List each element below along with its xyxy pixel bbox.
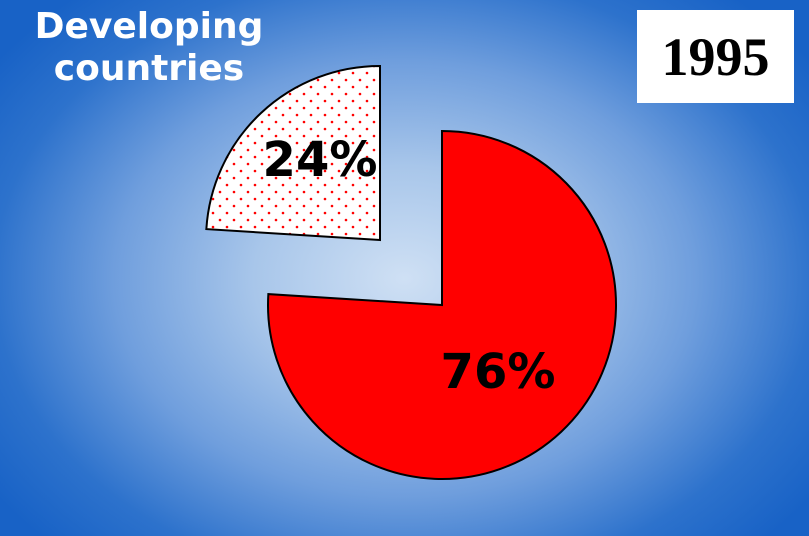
pie-slices (205, 64, 617, 480)
slice-label-76: 76% (441, 344, 556, 400)
slide-label-line-2: countries (53, 48, 245, 89)
slide-label: Developing countries (14, 6, 284, 90)
slice-label-24: 24% (263, 132, 378, 188)
pie-slice-24 (205, 64, 381, 242)
year-label: 1995 (661, 26, 770, 87)
pie-slice-76 (267, 129, 617, 480)
slide-label-line-1: Developing (34, 6, 264, 47)
year-badge: 1995 (637, 10, 794, 103)
pie-slice-labels: 76% 24% (263, 132, 556, 400)
